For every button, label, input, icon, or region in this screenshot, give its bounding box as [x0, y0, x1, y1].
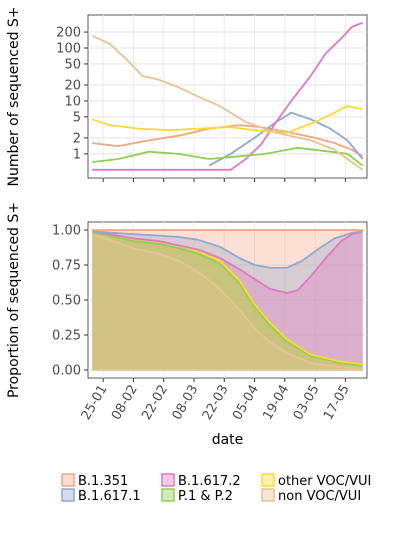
- x-tick-label: 19-04: [260, 383, 292, 423]
- count-panel-series: [91, 21, 364, 171]
- legend-swatch: [261, 488, 275, 502]
- legend-swatch: [61, 488, 75, 502]
- series-line-p-1-p-2: [92, 146, 364, 167]
- proportion-panel-areas: [92, 229, 363, 371]
- proportion-panel: 0.00 0.25 0.50 0.75 1.00 25-0108-0222-0208-0…: [6, 202, 368, 448]
- area-non-voc-vui: [92, 234, 363, 370]
- legend-swatch: [261, 473, 275, 487]
- count-panel-y-tick-label: 100: [56, 41, 81, 56]
- legend-item-non-voc-vui: non VOC/VUI: [261, 488, 361, 504]
- legend-label: P.1 & P.2: [178, 489, 233, 504]
- legend-label: B.1.351: [78, 474, 128, 489]
- legend-item-b-1-617-2: B.1.617.2: [161, 473, 241, 489]
- count-panel-y-axis-label: Number of sequenced S+: [6, 6, 22, 186]
- area-b-1-617-2: [92, 231, 363, 370]
- proportion-panel-y-ticks: 0.00 0.25 0.50 0.75 1.00: [52, 224, 88, 379]
- series-line-non-voc-vui: [91, 34, 364, 171]
- legend-swatch: [61, 473, 75, 487]
- series-line-b-1-617-1: [208, 111, 364, 167]
- legend-item-b-1-617-1: B.1.617.1: [61, 488, 141, 504]
- x-tick-label: 22-03: [200, 383, 232, 423]
- x-tick-label: 05-04: [230, 383, 262, 423]
- count-panel-x-ticks: [102, 178, 346, 182]
- series-line-other-voc-vui: [92, 105, 363, 134]
- boundary-line-b-1-617-2: [92, 230, 363, 294]
- area-other-voc-vui: [92, 231, 363, 370]
- legend-item-other-voc-vui: other VOC/VUI: [261, 473, 371, 489]
- proportion-panel-y-tick-label: 1.00: [52, 224, 81, 239]
- x-tick-label: 03-05: [291, 383, 323, 423]
- proportion-panel-y-tick-label: 0.00: [52, 364, 81, 379]
- x-tick-label: 08-02: [109, 383, 141, 423]
- count-panel-y-tick-label: 1: [73, 147, 81, 162]
- legend-swatch: [161, 488, 175, 502]
- legend-item-b-1-351: B.1.351: [61, 473, 128, 489]
- proportion-panel-y-tick-label: 0.50: [52, 294, 81, 309]
- boundary-line-p-1-p-2: [92, 231, 363, 367]
- area-b-1-617-1: [92, 231, 363, 370]
- legend-label: non VOC/VUI: [278, 489, 361, 504]
- proportion-panel-x-ticks: 25-0108-0222-0208-0322-0305-0419-0403-05…: [79, 378, 353, 423]
- count-panel-y-tick-label: 10: [64, 94, 81, 109]
- legend-label: B.1.617.1: [78, 489, 141, 504]
- boundary-line-non-voc-vui: [92, 233, 363, 370]
- proportion-panel-y-tick-label: 0.25: [52, 329, 81, 344]
- series-line-b-1-617-2: [92, 21, 364, 171]
- proportion-panel-y-axis-label: Proportion of sequenced S+: [6, 202, 22, 398]
- x-tick-label: 08-03: [170, 383, 202, 423]
- count-panel-y-tick-label: 5: [73, 110, 81, 125]
- x-axis-label: date: [212, 432, 244, 448]
- count-panel-y-tick-label: 2: [73, 131, 81, 146]
- legend-item-p-1-p-2: P.1 & P.2: [161, 488, 233, 504]
- proportion-panel-y-tick-label: 0.75: [52, 259, 81, 274]
- boundary-line-b-1-617-1: [92, 230, 363, 269]
- x-tick-label: 17-05: [321, 383, 353, 423]
- legend-label: other VOC/VUI: [278, 474, 371, 489]
- count-panel-y-tick-label: 50: [64, 57, 81, 72]
- count-panel-y-tick-label: 200: [56, 26, 81, 41]
- x-tick-label: 25-01: [79, 383, 111, 423]
- legend-swatch: [161, 473, 175, 487]
- count-panel-y-tick-label: 20: [64, 78, 81, 93]
- legend-label: B.1.617.2: [178, 474, 241, 489]
- x-tick-label: 22-02: [139, 383, 171, 423]
- series-line-b-1-351: [92, 124, 364, 158]
- area-p-1-p-2: [92, 232, 363, 370]
